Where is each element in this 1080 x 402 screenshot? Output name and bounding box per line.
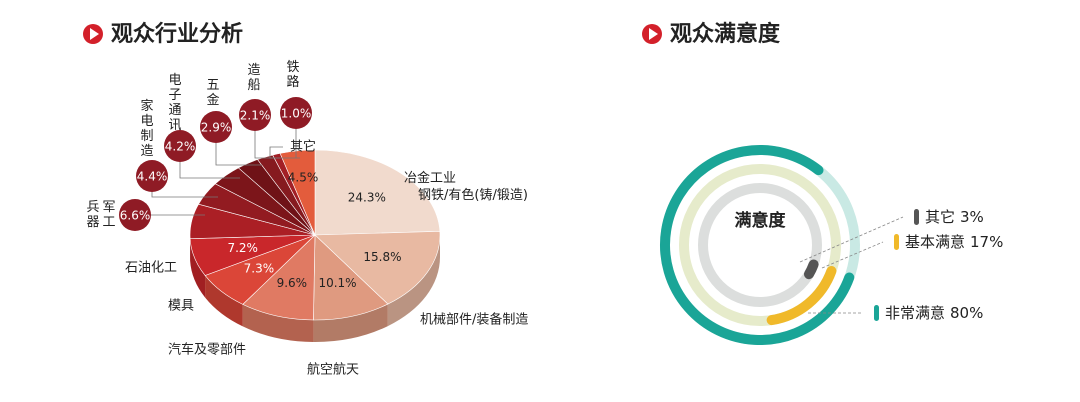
category-label-char: 工 xyxy=(102,215,115,230)
value-label: 7.3% xyxy=(244,261,275,275)
leader-line xyxy=(179,162,240,179)
category-label-line: 冶金工业 xyxy=(404,170,456,186)
value-label: 4.5% xyxy=(288,170,319,184)
legend-marker xyxy=(894,234,899,250)
value-label: 6.6% xyxy=(120,209,151,223)
value-label: 7.2% xyxy=(227,241,258,255)
category-label-char: 造 xyxy=(140,144,153,159)
value-bubble xyxy=(136,160,168,192)
category-label: 造船 xyxy=(247,63,260,93)
category-label-char: 讯 xyxy=(168,118,181,133)
category-label: 石油化工 xyxy=(125,261,177,276)
slice xyxy=(314,149,441,236)
category-label: 冶金工业钢铁/有色(铸/锻造) xyxy=(404,170,528,203)
category-label-char: 金 xyxy=(206,92,219,108)
value-bubble xyxy=(119,199,151,231)
category-label: 兵器军工 xyxy=(86,200,115,230)
category-label-char: 通 xyxy=(168,103,181,118)
value-label: 2.1% xyxy=(240,109,271,123)
value-label: 15.8% xyxy=(363,250,401,264)
category-label-char: 船 xyxy=(247,78,260,93)
category-label-char: 制 xyxy=(140,129,153,144)
legend-name: 其它 xyxy=(925,208,955,226)
category-label: 五金 xyxy=(206,78,219,108)
value-label: 2.9% xyxy=(201,121,232,135)
value-label: 4.4% xyxy=(137,170,168,184)
category-label-char: 造 xyxy=(247,63,260,78)
value-bubble xyxy=(164,130,196,162)
legend-entry: 基本满意 17% xyxy=(905,233,1003,251)
slice xyxy=(279,149,316,236)
category-label-char: 家 xyxy=(140,98,153,114)
center-label: 满意度 xyxy=(735,210,787,231)
ring-arc xyxy=(660,145,855,345)
value-label: 9.6% xyxy=(277,276,308,290)
slice-side xyxy=(190,238,206,298)
slice-side xyxy=(205,275,243,327)
value-label: 10.1% xyxy=(318,276,356,290)
category-label: 家电制造 xyxy=(140,98,153,159)
chart-title: 观众行业分析 xyxy=(111,21,243,47)
ring-arc xyxy=(766,265,837,326)
slice-side xyxy=(387,235,440,327)
slice xyxy=(313,234,389,321)
leader-line xyxy=(799,216,904,263)
category-label: 其它 xyxy=(290,139,316,155)
leader-line xyxy=(151,192,218,198)
title-icon-arrow xyxy=(90,28,99,40)
legend-entry: 其它 3% xyxy=(925,208,984,226)
legend-marker xyxy=(914,209,919,225)
category-label-char: 子 xyxy=(168,88,181,103)
category-label-char: 五 xyxy=(206,78,219,93)
slice xyxy=(242,234,316,321)
value-label: 1.0% xyxy=(281,107,312,121)
legend-name: 非常满意 xyxy=(885,304,945,322)
value-bubble xyxy=(200,111,232,143)
category-label-char: 路 xyxy=(286,74,299,90)
leader-line xyxy=(269,146,300,159)
category-label: 航空航天 xyxy=(307,362,359,378)
category-label-char: 铁 xyxy=(286,60,299,75)
legend-value: 17% xyxy=(970,233,1003,251)
legend-entry: 非常满意 80% xyxy=(885,304,983,322)
slice xyxy=(314,230,441,305)
category-label-char: 军 xyxy=(102,200,115,215)
category-label-line: 钢铁/有色(铸/锻造) xyxy=(418,187,528,203)
slice-side xyxy=(313,304,388,342)
slice-side xyxy=(242,304,314,342)
legend-value: 3% xyxy=(960,208,984,226)
legend-marker xyxy=(874,305,879,321)
category-label: 汽车及零部件 xyxy=(168,342,246,358)
leader-line xyxy=(215,143,262,166)
leader-line xyxy=(821,241,884,269)
ring-track xyxy=(698,183,822,307)
value-label: 4.2% xyxy=(165,140,196,154)
category-label: 铁路 xyxy=(286,60,299,90)
ring-arc xyxy=(803,259,819,280)
title-icon-arrow xyxy=(649,28,658,40)
category-label: 模具 xyxy=(168,299,194,314)
category-label-char: 电 xyxy=(168,73,181,88)
value-bubble xyxy=(280,97,312,129)
category-label: 机械部件/装备制造 xyxy=(420,312,528,328)
ring-track xyxy=(679,164,841,326)
legend-value: 80% xyxy=(950,304,983,322)
category-label-char: 兵 xyxy=(86,200,99,215)
value-bubble xyxy=(239,99,271,131)
chart-title: 观众满意度 xyxy=(670,21,781,47)
category-label: 电子通讯 xyxy=(168,73,181,133)
legend-name: 基本满意 xyxy=(905,233,965,251)
value-label: 24.3% xyxy=(348,191,386,205)
category-label-char: 器 xyxy=(86,215,99,230)
category-label-char: 电 xyxy=(140,114,153,129)
